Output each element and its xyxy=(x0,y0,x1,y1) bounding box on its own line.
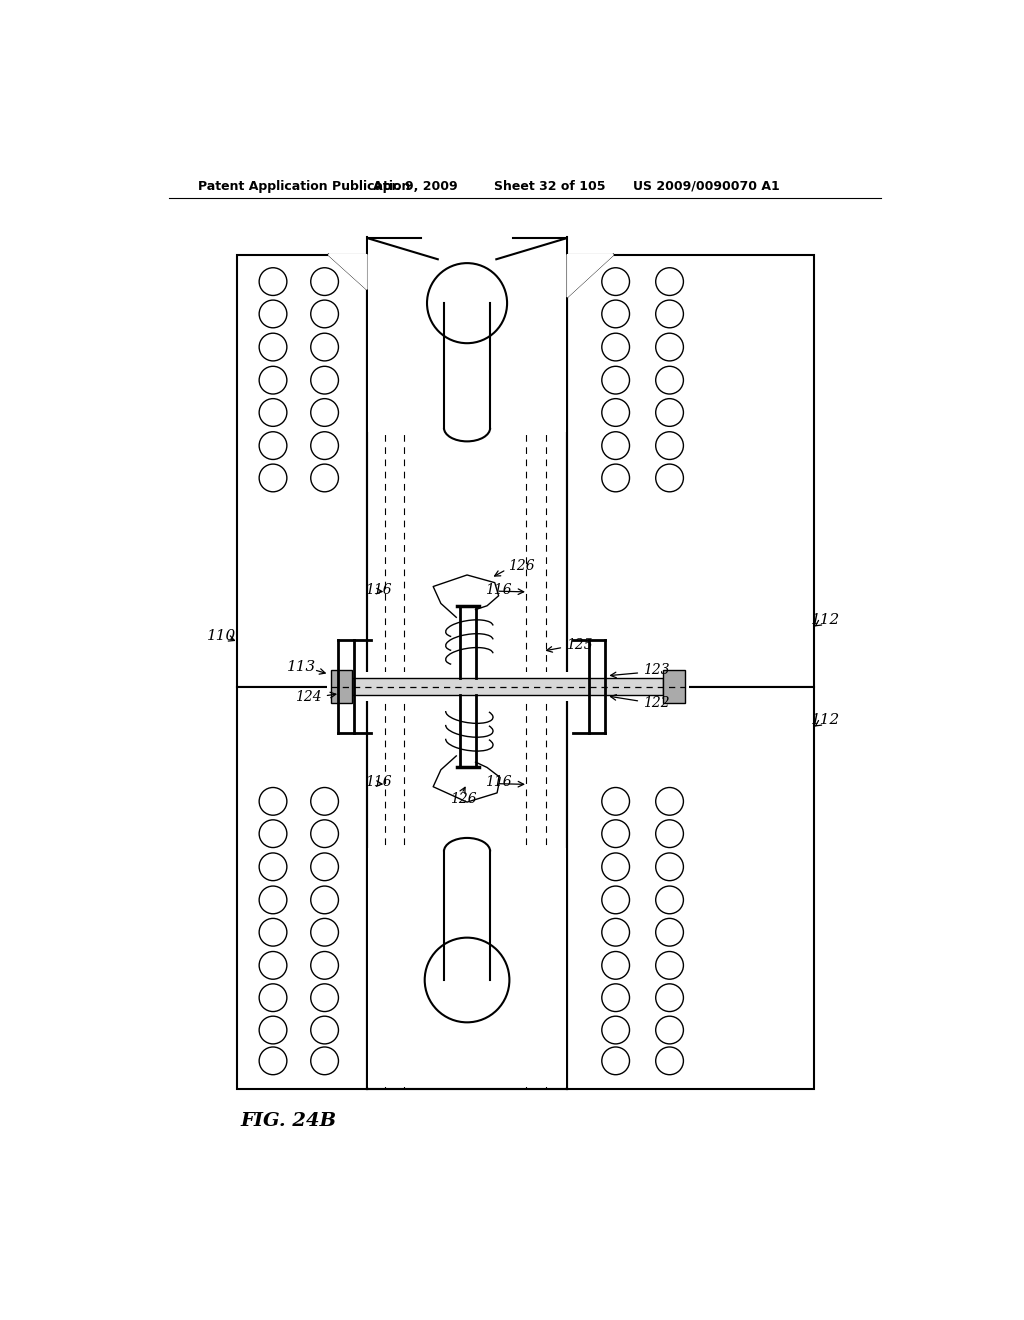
Text: 116: 116 xyxy=(366,775,392,789)
Text: 124: 124 xyxy=(295,690,322,705)
Text: FIG. 24B: FIG. 24B xyxy=(241,1111,337,1130)
Text: 123: 123 xyxy=(643,664,670,677)
Bar xyxy=(352,678,664,696)
Circle shape xyxy=(655,820,683,847)
Circle shape xyxy=(602,1047,630,1074)
Circle shape xyxy=(602,952,630,979)
Circle shape xyxy=(310,886,339,913)
Circle shape xyxy=(602,820,630,847)
Circle shape xyxy=(655,886,683,913)
Circle shape xyxy=(602,1016,630,1044)
Circle shape xyxy=(310,268,339,296)
Circle shape xyxy=(602,268,630,296)
Text: 110: 110 xyxy=(207,628,237,643)
Circle shape xyxy=(259,952,287,979)
Text: 112: 112 xyxy=(810,614,840,627)
Circle shape xyxy=(602,465,630,492)
Bar xyxy=(237,686,367,1089)
Circle shape xyxy=(259,367,287,395)
Text: 122: 122 xyxy=(643,696,670,710)
Circle shape xyxy=(427,263,507,343)
Circle shape xyxy=(310,820,339,847)
Circle shape xyxy=(259,983,287,1011)
Circle shape xyxy=(655,788,683,816)
Circle shape xyxy=(310,983,339,1011)
Circle shape xyxy=(310,952,339,979)
Text: Sheet 32 of 105: Sheet 32 of 105 xyxy=(495,180,606,193)
Circle shape xyxy=(259,333,287,360)
Circle shape xyxy=(259,853,287,880)
Text: 125: 125 xyxy=(565,638,592,652)
Circle shape xyxy=(259,465,287,492)
Circle shape xyxy=(310,333,339,360)
Circle shape xyxy=(655,367,683,395)
Circle shape xyxy=(602,886,630,913)
Circle shape xyxy=(259,268,287,296)
Text: 113: 113 xyxy=(287,660,316,673)
Circle shape xyxy=(602,333,630,360)
Bar xyxy=(327,672,689,701)
Polygon shape xyxy=(329,255,367,289)
Circle shape xyxy=(310,465,339,492)
Circle shape xyxy=(655,399,683,426)
Circle shape xyxy=(602,919,630,946)
Circle shape xyxy=(655,465,683,492)
Text: Apr. 9, 2009: Apr. 9, 2009 xyxy=(373,180,458,193)
Bar xyxy=(237,255,367,686)
Text: US 2009/0090070 A1: US 2009/0090070 A1 xyxy=(633,180,780,193)
Circle shape xyxy=(310,367,339,395)
Circle shape xyxy=(259,886,287,913)
Circle shape xyxy=(259,432,287,459)
Circle shape xyxy=(655,432,683,459)
Circle shape xyxy=(602,367,630,395)
Text: Patent Application Publication: Patent Application Publication xyxy=(199,180,411,193)
Circle shape xyxy=(655,268,683,296)
Bar xyxy=(567,686,814,1089)
Circle shape xyxy=(602,432,630,459)
Circle shape xyxy=(259,1016,287,1044)
Circle shape xyxy=(310,1047,339,1074)
Text: 116: 116 xyxy=(366,582,392,597)
Circle shape xyxy=(655,300,683,327)
Circle shape xyxy=(259,820,287,847)
Circle shape xyxy=(310,399,339,426)
Circle shape xyxy=(310,919,339,946)
Text: 112: 112 xyxy=(810,714,840,727)
Circle shape xyxy=(310,853,339,880)
Circle shape xyxy=(259,788,287,816)
Circle shape xyxy=(602,853,630,880)
Circle shape xyxy=(655,333,683,360)
Circle shape xyxy=(602,788,630,816)
Circle shape xyxy=(602,300,630,327)
Circle shape xyxy=(655,919,683,946)
Text: 126: 126 xyxy=(508,560,535,573)
Bar xyxy=(664,671,685,702)
Circle shape xyxy=(602,983,630,1011)
Circle shape xyxy=(259,399,287,426)
Bar xyxy=(567,255,814,686)
Circle shape xyxy=(655,1047,683,1074)
Polygon shape xyxy=(567,255,613,297)
Circle shape xyxy=(655,853,683,880)
Circle shape xyxy=(310,788,339,816)
Bar xyxy=(369,238,565,432)
Circle shape xyxy=(655,983,683,1011)
Bar xyxy=(369,847,565,1088)
Circle shape xyxy=(655,952,683,979)
Text: 126: 126 xyxy=(451,792,477,807)
Circle shape xyxy=(310,300,339,327)
Circle shape xyxy=(310,432,339,459)
Circle shape xyxy=(425,937,509,1022)
Bar xyxy=(331,671,352,702)
Circle shape xyxy=(655,1016,683,1044)
Circle shape xyxy=(259,300,287,327)
Circle shape xyxy=(259,1047,287,1074)
Circle shape xyxy=(310,1016,339,1044)
Text: 116: 116 xyxy=(484,775,511,789)
Circle shape xyxy=(259,919,287,946)
Text: 116: 116 xyxy=(484,582,511,597)
Circle shape xyxy=(602,399,630,426)
